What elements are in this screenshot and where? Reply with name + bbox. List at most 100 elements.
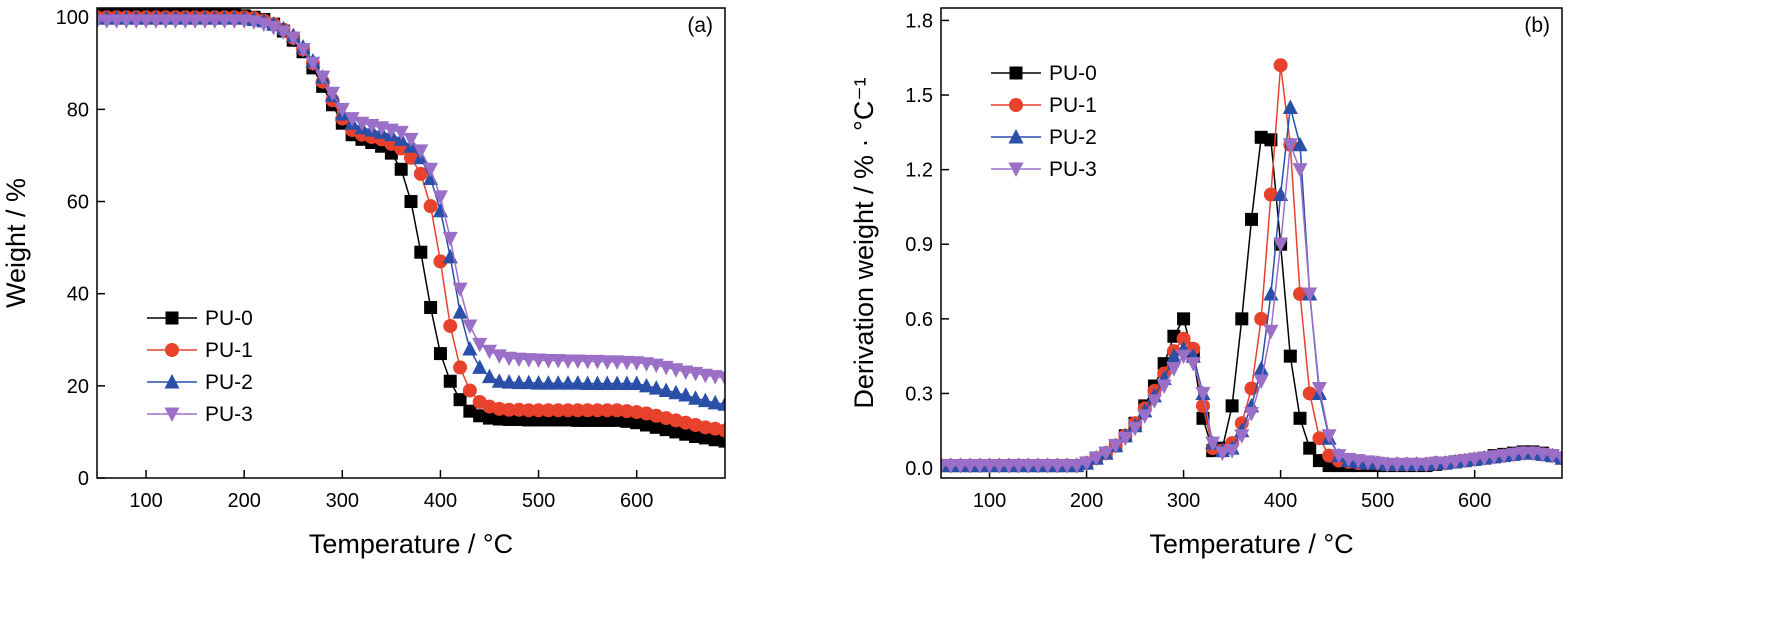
legend-marker: [164, 374, 180, 389]
marker: [344, 112, 360, 127]
marker: [1389, 457, 1405, 473]
marker: [1283, 349, 1297, 363]
marker: [1418, 457, 1434, 473]
marker: [423, 162, 439, 178]
marker: [560, 375, 576, 390]
marker: [1224, 444, 1240, 459]
marker: [285, 31, 301, 46]
marker: [717, 396, 725, 411]
marker: [707, 394, 723, 410]
marker: [334, 102, 350, 118]
marker: [1176, 331, 1191, 346]
y-tick-label: 60: [67, 192, 89, 214]
marker: [442, 248, 458, 264]
marker: [600, 413, 614, 427]
x-tick-label: 300: [326, 490, 359, 512]
marker: [1049, 459, 1065, 474]
marker: [394, 162, 408, 176]
marker: [560, 354, 576, 369]
marker: [1282, 138, 1298, 153]
legend-marker: [1008, 129, 1024, 144]
x-axis-label: Temperature / °C: [309, 529, 513, 559]
marker: [1312, 431, 1327, 446]
marker: [581, 413, 595, 427]
marker: [483, 411, 496, 425]
marker: [561, 403, 575, 418]
marker: [1302, 386, 1317, 401]
marker: [1040, 459, 1056, 474]
marker: [1399, 457, 1415, 473]
marker: [1011, 459, 1027, 474]
marker: [962, 459, 978, 474]
marker: [541, 413, 555, 427]
marker: [669, 425, 683, 439]
marker: [1263, 187, 1278, 202]
marker: [432, 190, 448, 205]
marker: [1282, 99, 1298, 114]
marker: [1127, 421, 1143, 437]
marker: [718, 434, 725, 448]
marker: [1408, 457, 1424, 473]
marker: [550, 375, 566, 390]
marker: [630, 416, 644, 430]
marker: [619, 375, 635, 391]
marker: [1030, 459, 1046, 474]
marker: [266, 20, 282, 36]
y-tick-label: 100: [56, 7, 89, 29]
marker: [1273, 237, 1289, 253]
marker: [1177, 312, 1191, 326]
marker: [1447, 455, 1463, 470]
marker: [462, 340, 478, 356]
marker: [1438, 456, 1454, 472]
marker: [952, 459, 968, 474]
marker: [1108, 439, 1124, 454]
marker: [521, 353, 537, 368]
marker: [589, 375, 605, 391]
marker: [128, 14, 144, 29]
marker: [393, 125, 409, 141]
marker: [550, 354, 566, 369]
marker: [1244, 406, 1259, 422]
marker: [138, 14, 154, 29]
marker: [197, 14, 213, 29]
marker: [1457, 454, 1473, 469]
y-tick-label: 0.3: [905, 383, 933, 405]
marker: [511, 402, 526, 417]
marker: [1245, 212, 1258, 226]
marker: [1234, 429, 1250, 444]
marker: [462, 319, 478, 334]
marker: [1505, 447, 1521, 463]
marker: [629, 375, 645, 391]
marker: [590, 403, 605, 418]
marker: [511, 374, 527, 390]
marker: [531, 403, 546, 418]
y-tick-label: 0.9: [905, 234, 933, 256]
marker: [600, 403, 615, 418]
marker: [492, 412, 506, 426]
series-line: [97, 16, 725, 432]
marker: [491, 373, 507, 388]
marker: [972, 459, 988, 474]
marker: [599, 375, 615, 391]
marker: [1137, 409, 1153, 424]
marker: [109, 14, 125, 29]
marker: [610, 413, 624, 427]
marker: [1117, 431, 1133, 447]
marker: [1486, 450, 1502, 465]
x-tick-label: 400: [1264, 490, 1297, 512]
marker: [148, 14, 164, 29]
legend-marker: [165, 311, 179, 325]
marker: [1166, 348, 1182, 363]
marker: [698, 431, 712, 445]
marker: [413, 144, 429, 159]
marker: [1428, 456, 1444, 472]
marker: [1292, 163, 1308, 178]
marker: [512, 412, 526, 426]
marker: [561, 413, 575, 427]
legend-label: PU-1: [1049, 94, 1097, 117]
legend-label: PU-2: [205, 371, 253, 394]
marker: [404, 150, 418, 165]
marker: [1293, 286, 1308, 301]
y-tick-label: 1.2: [905, 160, 933, 182]
marker: [531, 375, 547, 390]
